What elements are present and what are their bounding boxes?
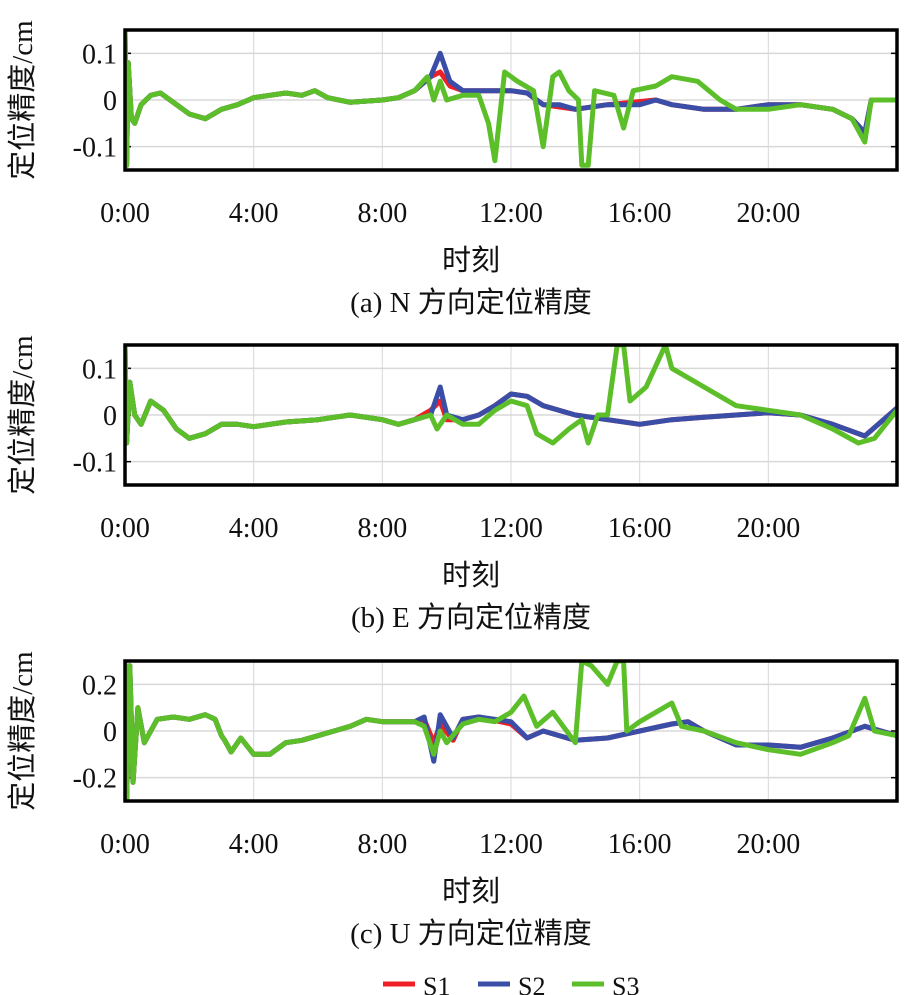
y-tick-label: 0.2 [82,670,117,701]
x-tick-label: 20:00 [736,829,800,860]
axes-frame [123,343,899,487]
x-tick-label: 12:00 [479,198,543,229]
panel-caption: (b) E 方向定位精度 [351,601,591,634]
series-line-s3 [125,30,897,168]
y-tick-label: -0.1 [73,133,117,164]
x-axis-label: 时刻 [442,244,500,277]
legend-item-s3: S3 [572,972,639,995]
y-axis-label: 定位精度/cm [6,20,39,180]
x-axis-label: 时刻 [442,559,500,592]
x-tick-label: 16:00 [608,198,672,229]
legend-item-s2: S2 [478,972,545,995]
x-tick-label: 0:00 [100,513,150,544]
x-axis-label: 时刻 [442,875,500,908]
legend-item-s1: S1 [383,972,450,995]
x-tick-label: 12:00 [479,513,543,544]
x-tick-label: 16:00 [608,829,672,860]
panel-u: 0:00 4:00 8:00 12:00 16:00 20:00 0.2 0 -0.2 时刻 (c)… [6,651,899,950]
y-tick-label: 0 [103,86,117,117]
y-tick-label: 0 [103,401,117,432]
x-tick-label: 4:00 [229,198,279,229]
x-tick-label: 4:00 [229,829,279,860]
axes-frame [123,659,899,803]
legend: S1 S2 S3 [383,972,639,995]
x-tick-label: 4:00 [229,513,279,544]
x-tick-label: 8:00 [357,513,407,544]
x-tick-label: 0:00 [100,829,150,860]
x-tick-label: 20:00 [736,513,800,544]
panel-n: 0:00 4:00 8:00 12:00 16:00 20:00 0.1 0 -0.1 时刻 (a)… [6,20,899,319]
legend-label: S1 [423,972,450,995]
axes-frame [123,28,899,172]
y-axis-label: 定位精度/cm [6,335,39,495]
series-line-s3 [125,661,897,801]
y-tick-label: 0 [103,717,117,748]
x-tick-label: 0:00 [100,198,150,229]
x-tick-label: 20:00 [736,198,800,229]
y-axis-label: 定位精度/cm [6,651,39,811]
panel-caption: (c) U 方向定位精度 [350,917,592,950]
series-line-s3 [125,345,897,446]
legend-label: S2 [518,972,545,995]
y-tick-label: 0.1 [82,354,117,385]
y-tick-label: 0.1 [82,39,117,70]
y-tick-label: -0.2 [73,764,117,795]
x-tick-label: 8:00 [357,198,407,229]
panel-e: 0:00 4:00 8:00 12:00 16:00 20:00 0.1 0 -0.1 时刻 (b)… [6,335,899,634]
legend-label: S3 [612,972,639,995]
x-tick-label: 12:00 [479,829,543,860]
x-tick-label: 16:00 [608,513,672,544]
x-tick-label: 8:00 [357,829,407,860]
y-tick-label: -0.1 [73,448,117,479]
panel-caption: (a) N 方向定位精度 [350,286,592,319]
